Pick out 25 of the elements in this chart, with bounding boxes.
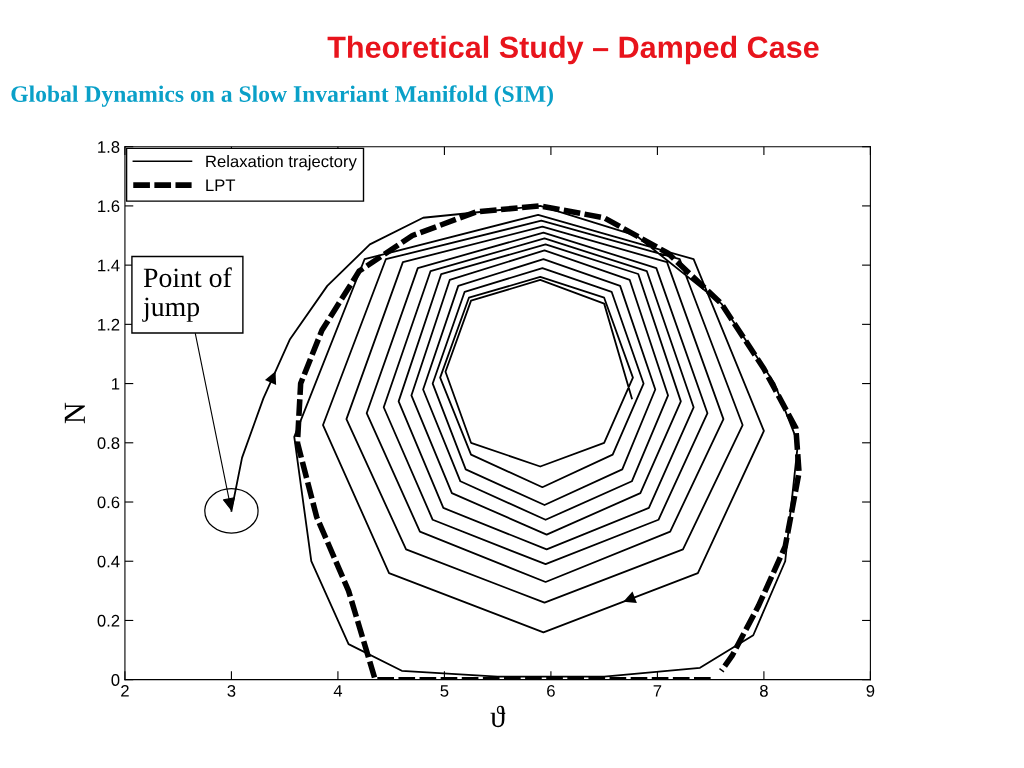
x-tick-label: 3 xyxy=(227,684,236,697)
x-axis-title: ϑ xyxy=(490,705,506,728)
y-tick-label: 1 xyxy=(112,378,120,390)
y-tick-label: 1.8 xyxy=(98,141,120,153)
y-tick-label: 1.2 xyxy=(98,318,120,331)
y-tick-label: 0.4 xyxy=(97,555,120,568)
x-tick-label: 5 xyxy=(440,685,449,697)
y-tick-label: 0.6 xyxy=(97,496,120,509)
x-tick-label: 7 xyxy=(653,685,662,697)
y-tick-label: 0.8 xyxy=(97,437,120,449)
y-tick-label: 1.4 xyxy=(98,259,120,272)
x-tick-label: 8 xyxy=(759,684,768,697)
y-tick-label: 0 xyxy=(111,674,120,686)
annotation: Point of jump xyxy=(142,267,232,322)
x-tick-label: 9 xyxy=(866,684,875,697)
chart-title: Theoretical Study – Damped Case xyxy=(327,35,819,65)
x-tick-label: 2 xyxy=(121,684,129,697)
legend-label: LPT xyxy=(206,179,236,191)
y-tick-label: 1.6 xyxy=(98,200,120,213)
x-tick-label: 6 xyxy=(547,684,555,697)
y-axis-title: N xyxy=(64,402,85,424)
chart-subtitle: Global Dynamics on a Slow Invariant Manifold (SIM) xyxy=(11,85,553,107)
y-tick-label: 0.2 xyxy=(97,614,120,627)
x-tick-label: 4 xyxy=(333,685,343,697)
legend-label: Relaxation trajectory xyxy=(206,155,357,171)
